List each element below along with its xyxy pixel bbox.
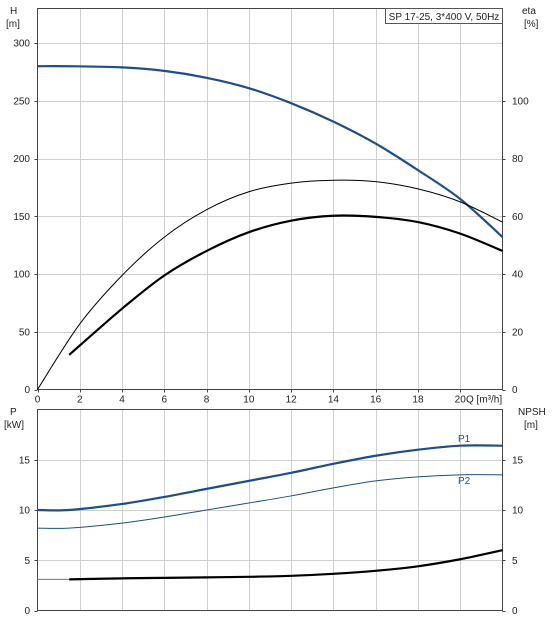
top-series-line-0 [37,65,504,238]
bottom-right-axis-label-line2: [m] [524,420,538,431]
bottom-right-tick-label: 10 [512,506,524,517]
x-axis-label: Q [m³/h] [466,395,502,406]
top-series-line-1 [37,179,503,390]
x-tick-label: 12 [286,395,298,406]
x-tick-label: 4 [119,395,125,406]
bottom-series-line-3 [69,549,503,581]
x-tick-label: 0 [35,395,41,406]
top-left-axis-label-line1: H [10,6,17,17]
chart-title: SP 17-25, 3*400 V, 50Hz [389,12,500,23]
tick-labels: 0501001502002503000204060801000510150510… [13,39,529,617]
top-right-tick-label: 100 [512,96,529,107]
top-left-tick-label: 150 [13,212,30,223]
top-panel-grid [37,8,503,390]
series-label-p2: P2 [458,476,471,487]
chart-title-box [385,8,503,24]
bottom-series-line-0 [37,444,503,512]
top-right-tick-label: 80 [512,154,524,165]
bottom-series-line-1 [37,474,503,529]
bottom-right-tick-label: 5 [512,556,518,567]
top-left-tick-label: 50 [19,327,31,338]
top-left-tick-label: 250 [13,96,30,107]
bottom-right-tick-label: 0 [512,606,518,617]
top-right-tick-label: 60 [512,212,524,223]
top-panel-frame [37,8,503,390]
bottom-left-tick-label: 10 [19,506,31,517]
top-right-tick-label: 20 [512,327,524,338]
top-right-axis-label-line1: eta [522,6,536,17]
bottom-panel-grid [37,409,503,611]
bottom-left-tick-label: 15 [19,455,31,466]
series-label-p1: P1 [458,434,471,445]
x-tick-label: 20 [455,395,467,406]
series-layer [37,65,504,581]
x-tick-label: 2 [77,395,83,406]
top-left-tick-label: 100 [13,270,30,281]
bottom-right-axis-label-line1: NPSH [518,407,546,418]
top-left-tick-label: 0 [24,385,30,396]
bottom-right-tick-label: 15 [512,455,524,466]
x-tick-label: 8 [204,395,210,406]
top-right-tick-label: 0 [512,385,518,396]
x-tick-label: 16 [370,395,382,406]
x-tick-label: 10 [243,395,255,406]
bottom-left-axis-label-line1: P [10,407,17,418]
top-series-line-2 [68,214,503,356]
bottom-left-tick-label: 0 [24,606,30,617]
top-right-axis-label-line2: [%] [524,19,539,30]
top-left-axis-label-line2: [m] [6,19,20,30]
x-tick-label: 14 [328,395,340,406]
x-tick-label: 18 [412,395,424,406]
bottom-left-tick-label: 5 [24,556,30,567]
x-tick-label: 6 [162,395,168,406]
bottom-left-axis-label-line2: [kW] [4,420,24,431]
top-left-tick-label: 200 [13,154,30,165]
top-left-tick-label: 300 [13,39,30,50]
top-right-tick-label: 40 [512,270,524,281]
